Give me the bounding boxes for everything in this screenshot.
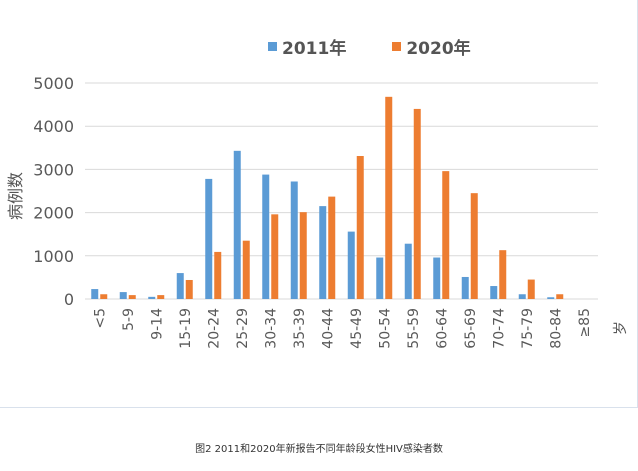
- x-tick-label-5: 25-29: [235, 308, 251, 349]
- x-tick-label-16: 80-84: [548, 308, 564, 349]
- bar-2020-12: [442, 171, 450, 299]
- y-tick-label-4000: 4000: [33, 117, 74, 136]
- legend-label-2020: 2020年: [406, 39, 471, 59]
- x-tick-label-7: 35-39: [292, 308, 308, 349]
- bar-2011-7: [290, 181, 298, 299]
- bar-2020-9: [356, 156, 364, 299]
- bar-2020-13: [470, 193, 478, 299]
- x-tick-label-12: 60-64: [434, 308, 450, 349]
- bar-2011-2: [148, 296, 156, 299]
- x-tick-label-2: 9-14: [149, 308, 165, 340]
- legend-swatch-2011: [268, 42, 277, 51]
- bar-2011-16: [547, 297, 555, 299]
- bar-2020-11: [413, 108, 421, 299]
- legend-label-2011: 2011年: [282, 39, 347, 59]
- bar-2011-13: [461, 276, 469, 299]
- bar-2020-8: [328, 196, 336, 299]
- bar-2020-15: [527, 279, 535, 299]
- bar-2020-7: [299, 212, 307, 299]
- bar-2011-10: [376, 257, 384, 299]
- x-tick-label-1: 5-9: [121, 308, 137, 331]
- bar-2011-11: [404, 243, 412, 299]
- bar-2020-16: [556, 294, 564, 299]
- y-tick-label-0: 0: [64, 290, 74, 309]
- x-tick-label-4: 20-24: [206, 308, 222, 349]
- bar-2011-14: [490, 286, 498, 299]
- chart-frame: 2011年 2020年 病例数 岁 0 1000 2000 3000 4000 5000 <…: [0, 0, 638, 408]
- bar-2020-0: [100, 294, 108, 299]
- bar-2011-8: [319, 206, 327, 299]
- x-tick-label-13: 65-69: [463, 308, 479, 349]
- x-tick-label-0: <5: [92, 308, 108, 329]
- legend: 2011年 2020年: [268, 34, 471, 59]
- bar-2011-12: [433, 257, 441, 299]
- legend-item-2011: 2011年: [268, 34, 346, 59]
- bar-2011-1: [119, 292, 127, 299]
- bar-2020-5: [242, 240, 250, 299]
- x-tick-label-10: 50-54: [377, 308, 393, 349]
- x-tick-label-6: 30-34: [263, 308, 279, 349]
- x-tick-label-11: 55-59: [406, 308, 422, 349]
- x-tick-label-15: 75-79: [520, 308, 536, 349]
- bar-2011-5: [233, 150, 241, 299]
- y-tick-label-5000: 5000: [33, 74, 74, 93]
- bar-2020-10: [385, 96, 393, 299]
- bar-2011-9: [347, 231, 355, 299]
- y-tick-label-1000: 1000: [33, 247, 74, 266]
- bar-2011-15: [518, 294, 526, 299]
- bar-2011-6: [262, 174, 270, 299]
- x-tick-label-9: 45-49: [349, 308, 365, 349]
- bar-2011-0: [91, 289, 99, 299]
- x-tick-label-8: 40-44: [320, 308, 336, 349]
- bar-2020-4: [214, 251, 222, 299]
- bar-2020-2: [157, 295, 165, 299]
- x-tick-label-14: 70-74: [491, 308, 507, 349]
- chart-svg: 0 1000 2000 3000 4000 5000 <5 5-9 9-14 15-19 20-24…: [33, 74, 598, 349]
- bar-2011-3: [176, 273, 184, 299]
- bar-2020-6: [271, 214, 279, 299]
- x-tick-label-17: ≥85: [577, 308, 593, 338]
- bar-2020-14: [499, 250, 507, 299]
- y-tick-label-3000: 3000: [33, 160, 74, 179]
- legend-swatch-2020: [392, 42, 402, 51]
- figure-caption: 图2 2011和2020年新报告不同年龄段女性HIV感染者数: [195, 444, 443, 455]
- bar-2011-4: [205, 178, 213, 299]
- x-tick-label-3: 15-19: [178, 308, 194, 349]
- y-tick-label-2000: 2000: [33, 204, 74, 223]
- bar-2020-3: [185, 279, 193, 299]
- legend-item-2020: 2020年: [392, 34, 471, 59]
- bar-2020-1: [128, 295, 136, 299]
